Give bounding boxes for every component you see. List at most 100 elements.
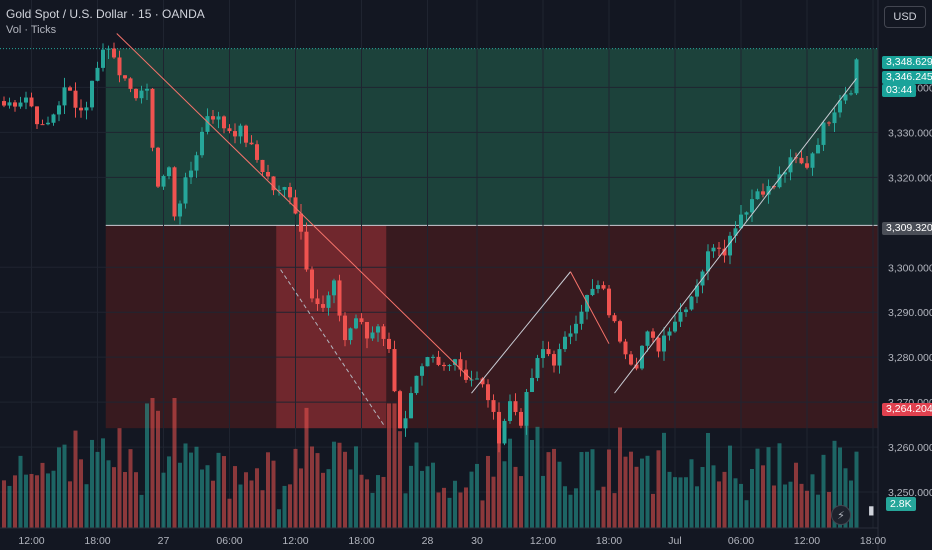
candle-body bbox=[106, 48, 111, 50]
zone-top-price-tag: 3,309.320 bbox=[882, 222, 932, 235]
volume-bar bbox=[321, 472, 325, 528]
candle-body bbox=[84, 107, 89, 111]
volume-bar bbox=[409, 465, 413, 528]
x-tick-label: 06:00 bbox=[216, 535, 242, 547]
candle-body bbox=[293, 197, 298, 214]
candle-body bbox=[497, 411, 501, 444]
x-tick-label: 12:00 bbox=[530, 535, 556, 547]
candle-body bbox=[810, 153, 815, 168]
currency-button[interactable]: USD bbox=[884, 6, 926, 28]
candle-body bbox=[128, 78, 133, 89]
volume-bar bbox=[733, 478, 738, 528]
volume-bar bbox=[645, 455, 650, 528]
volume-bar bbox=[700, 467, 705, 528]
volume-bar bbox=[497, 439, 501, 528]
demand-zone bbox=[105, 225, 878, 429]
volume-bar bbox=[233, 466, 237, 528]
volume-bar bbox=[57, 447, 61, 528]
candle-body bbox=[546, 349, 551, 355]
countdown-tag: 03:44 bbox=[882, 84, 917, 97]
volume-bar bbox=[398, 431, 402, 528]
candle-body bbox=[117, 57, 122, 76]
candle-body bbox=[156, 147, 160, 187]
volume-bar bbox=[667, 471, 672, 528]
volume-bar bbox=[772, 485, 776, 528]
candle-body bbox=[678, 312, 683, 322]
volume-bar bbox=[288, 484, 292, 528]
volume-bar bbox=[348, 469, 353, 528]
candle-body bbox=[447, 365, 452, 367]
volume-bar bbox=[436, 492, 441, 528]
candle-body bbox=[442, 364, 446, 367]
candle-body bbox=[392, 349, 397, 392]
volume-bar bbox=[315, 453, 320, 528]
volume-bar bbox=[370, 492, 375, 528]
volume-bar bbox=[343, 451, 347, 528]
volume-bar bbox=[574, 488, 578, 528]
volume-bar bbox=[216, 452, 221, 528]
volume-bar bbox=[222, 456, 226, 528]
candle-body bbox=[618, 321, 622, 342]
volume-bar bbox=[623, 456, 628, 528]
x-tick-label: 18:00 bbox=[84, 535, 110, 547]
volume-bar bbox=[211, 480, 215, 528]
candle-body bbox=[249, 142, 254, 145]
volume-bar bbox=[255, 468, 259, 528]
candle-body bbox=[101, 49, 105, 68]
volume-bar bbox=[178, 462, 182, 528]
candle-body bbox=[766, 186, 771, 195]
candle-body bbox=[326, 295, 331, 308]
volume-bar bbox=[755, 448, 760, 528]
volume-bar bbox=[365, 479, 369, 528]
volume-bars-icon: ▮ bbox=[868, 503, 875, 517]
volume-bar bbox=[711, 465, 716, 528]
volume-bar bbox=[84, 484, 89, 528]
candle-body bbox=[178, 203, 182, 217]
candle-body bbox=[651, 331, 655, 338]
volume-bar bbox=[607, 449, 611, 528]
volume-bar bbox=[629, 451, 633, 528]
candle-body bbox=[271, 176, 276, 191]
volume-bar bbox=[442, 487, 446, 528]
volume-bar bbox=[612, 493, 617, 528]
y-tick-label: 3,290.000 bbox=[888, 307, 932, 319]
volume-bar bbox=[480, 500, 485, 528]
volume-bar bbox=[392, 403, 397, 528]
candle-body bbox=[827, 122, 831, 124]
candle-body bbox=[689, 296, 694, 310]
volume-bar bbox=[750, 469, 754, 528]
volume-bar bbox=[13, 475, 17, 528]
volume-bar bbox=[277, 509, 281, 528]
candle-body bbox=[458, 359, 463, 370]
lightning-icon[interactable]: ⚡ bbox=[831, 505, 851, 525]
volume-bar bbox=[189, 452, 193, 528]
volume-bar bbox=[827, 491, 831, 528]
candle-body bbox=[530, 377, 534, 393]
candle-body bbox=[216, 116, 221, 120]
zones-layer bbox=[0, 48, 878, 429]
candle-body bbox=[816, 144, 820, 154]
candle-body bbox=[755, 191, 760, 200]
volume-bar bbox=[695, 486, 699, 528]
volume-bar bbox=[293, 448, 298, 528]
candle-body bbox=[68, 87, 72, 91]
candle-body bbox=[414, 375, 419, 394]
candle-body bbox=[711, 247, 716, 252]
volume-bar bbox=[46, 473, 50, 528]
symbol-title: Gold Spot / U.S. Dollar · 15 · OANDA bbox=[6, 7, 205, 21]
candle-body bbox=[667, 331, 672, 336]
volume-bar bbox=[260, 490, 265, 528]
candle-body bbox=[607, 288, 611, 316]
candle-body bbox=[739, 214, 743, 229]
volume-bar bbox=[304, 407, 309, 528]
candle-body bbox=[123, 75, 127, 79]
volume-bar bbox=[403, 493, 408, 528]
volume-bar bbox=[557, 461, 562, 528]
volume-bar bbox=[205, 465, 210, 528]
candle-body bbox=[772, 186, 776, 188]
x-tick-label: 12:00 bbox=[18, 535, 44, 547]
x-tick-label: 18:00 bbox=[860, 535, 886, 547]
volume-bar bbox=[332, 441, 336, 528]
volume-bar bbox=[491, 476, 496, 528]
